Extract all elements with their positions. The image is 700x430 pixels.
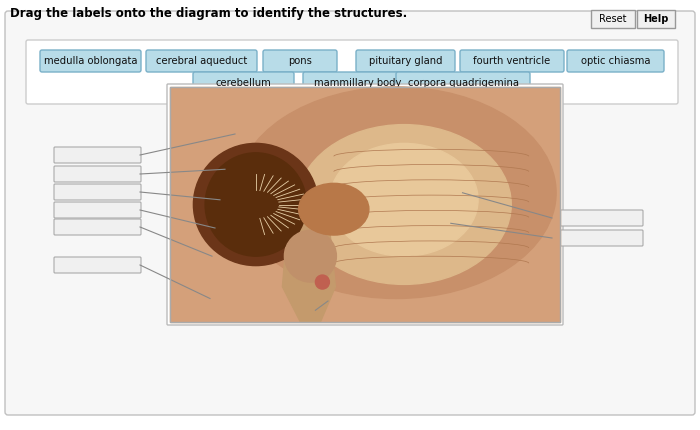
Text: Drag the labels onto the diagram to identify the structures.: Drag the labels onto the diagram to iden… [10,7,407,20]
FancyBboxPatch shape [54,166,141,182]
Text: corpora quadrigemina: corpora quadrigemina [407,78,519,88]
FancyBboxPatch shape [551,230,643,246]
Text: fourth ventricle: fourth ventricle [473,56,551,66]
FancyBboxPatch shape [54,147,141,163]
Ellipse shape [299,183,369,235]
FancyBboxPatch shape [167,84,563,325]
FancyBboxPatch shape [263,50,337,72]
FancyBboxPatch shape [277,300,379,316]
Ellipse shape [330,143,478,256]
FancyBboxPatch shape [396,72,530,94]
FancyBboxPatch shape [193,72,294,94]
FancyBboxPatch shape [54,257,141,273]
Bar [170,87,560,322]
FancyBboxPatch shape [54,202,141,218]
Ellipse shape [193,143,318,266]
FancyBboxPatch shape [5,11,695,415]
Text: pons: pons [288,56,312,66]
FancyBboxPatch shape [637,10,675,28]
Polygon shape [282,216,335,322]
Circle shape [316,275,330,289]
Text: pituitary gland: pituitary gland [369,56,442,66]
Ellipse shape [237,87,556,298]
Text: Reset: Reset [599,14,626,24]
FancyBboxPatch shape [551,210,643,226]
Text: medulla oblongata: medulla oblongata [43,56,137,66]
FancyBboxPatch shape [567,50,664,72]
Text: cerebellum: cerebellum [216,78,272,88]
FancyBboxPatch shape [54,219,141,235]
Text: cerebral aqueduct: cerebral aqueduct [156,56,247,66]
Text: Help: Help [643,14,668,24]
FancyBboxPatch shape [26,40,678,104]
FancyBboxPatch shape [356,50,455,72]
FancyBboxPatch shape [40,50,141,72]
FancyBboxPatch shape [591,10,635,28]
Ellipse shape [205,153,307,256]
FancyBboxPatch shape [146,50,257,72]
FancyBboxPatch shape [303,72,412,94]
Ellipse shape [284,230,337,282]
FancyBboxPatch shape [460,50,564,72]
Text: mammillary body: mammillary body [314,78,401,88]
Text: optic chiasma: optic chiasma [581,56,650,66]
Ellipse shape [297,125,511,284]
Bar [170,87,560,322]
FancyBboxPatch shape [54,184,141,200]
